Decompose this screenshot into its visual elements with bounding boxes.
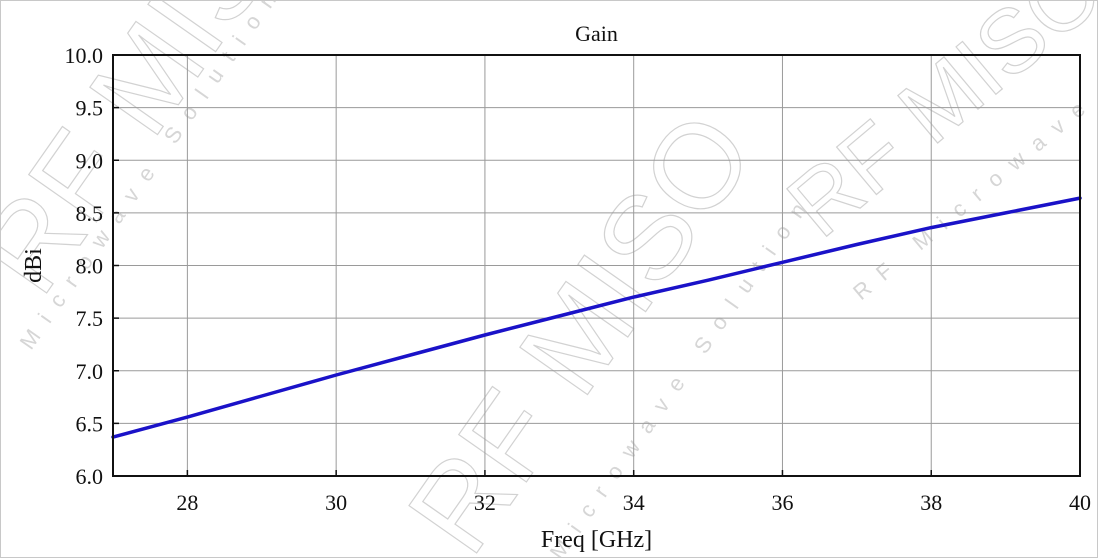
y-axis-title: dBi (21, 248, 47, 283)
y-tick-label: 6.5 (76, 411, 104, 436)
y-tick-label: 7.0 (76, 359, 104, 384)
y-tick-label: 10.0 (65, 43, 104, 68)
y-tick-label: 9.0 (76, 148, 104, 173)
series-layer (111, 196, 1082, 439)
x-tick-label: 38 (920, 490, 942, 515)
x-axis-title: Freq [GHz] (541, 527, 652, 553)
chart-title: Gain (575, 21, 618, 46)
x-tick-label: 36 (771, 490, 793, 515)
x-tick-label: 32 (474, 490, 496, 515)
y-tick-label: 8.5 (76, 201, 104, 226)
x-tick-label: 40 (1069, 490, 1091, 515)
watermark-brand-left: RF MISO (1, 1, 349, 316)
y-tick-label: 9.5 (76, 96, 104, 121)
ticks (113, 54, 1081, 477)
y-tick-label: 7.5 (76, 306, 104, 331)
y-tick-labels: 6.0 6.5 7.0 7.5 8.0 8.5 9.0 9.5 10.0 (65, 43, 104, 489)
gain-series-line (111, 196, 1082, 439)
x-tick-label: 34 (623, 490, 645, 515)
x-tick-label: 30 (325, 490, 347, 515)
y-tick-label: 6.0 (76, 464, 104, 489)
y-tick-label: 8.0 (76, 254, 104, 279)
x-tick-label: 28 (176, 490, 198, 515)
x-tick-labels: 28 30 32 34 36 38 40 (176, 490, 1091, 515)
